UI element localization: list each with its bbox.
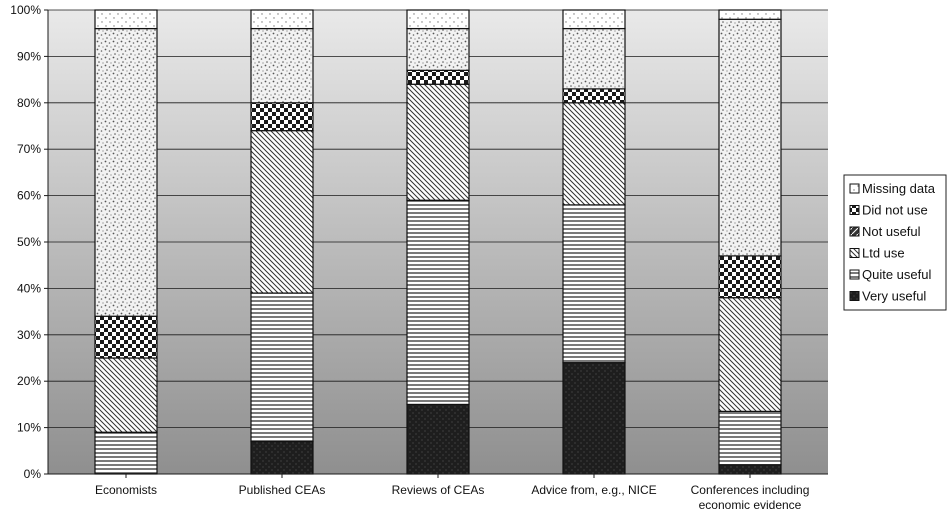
axes: 0% 10% 20% 30% 40% 50% 60% 70% 80% 90% 100% Economi…: [10, 3, 828, 512]
bar-segment: [250, 440, 314, 475]
bar-segment: [562, 102, 626, 206]
bar-segment: [250, 27, 314, 104]
bar-segment: [406, 9, 470, 30]
legend-swatch: [849, 291, 860, 301]
x-tick-label: Conferences including economic evidence: [691, 483, 810, 512]
bar-segment: [250, 130, 314, 294]
legend: Missing data Did not use Not useful Ltd use…: [843, 174, 947, 311]
bar-segment: [718, 410, 782, 466]
y-tick-label: 40%: [17, 281, 41, 295]
y-tick-label: 60%: [17, 189, 41, 203]
legend-swatch: [849, 269, 860, 280]
legend-label: Very useful: [862, 289, 926, 304]
y-tick-label: 10%: [17, 421, 41, 435]
bar-segment: [94, 357, 158, 433]
bar-segment: [562, 204, 626, 364]
bar-segment: [406, 199, 470, 406]
y-tick-label: 90%: [17, 49, 41, 63]
x-tick-label: Reviews of CEAs: [392, 483, 485, 497]
y-tick-label: 30%: [17, 328, 41, 342]
legend-box: [843, 174, 947, 311]
legend-label: Quite useful: [862, 267, 931, 282]
bar-segment: [94, 431, 158, 475]
legend-label: Missing data: [862, 181, 936, 196]
y-tick-label: 80%: [17, 96, 41, 110]
legend-label: Not useful: [862, 224, 921, 239]
bars: [94, 9, 782, 475]
legend-label: Ltd use: [862, 246, 905, 261]
bar-segment: [562, 9, 626, 30]
bar-segment: [718, 9, 782, 20]
x-tick-label: Published CEAs: [239, 483, 326, 497]
legend-swatch: [849, 183, 860, 194]
legend-swatch: [849, 248, 860, 258]
bar-segment: [94, 9, 158, 30]
bar-segment: [250, 102, 314, 132]
bar-segment: [406, 69, 470, 85]
y-tick-label: 100%: [10, 3, 41, 17]
legend-label: Did not use: [862, 203, 928, 218]
bar-segment: [406, 27, 470, 71]
bar-segment: [406, 403, 470, 475]
bar-segment: [562, 27, 626, 90]
bar-segment: [94, 27, 158, 317]
bar-segment: [406, 83, 470, 201]
bar-segment: [718, 255, 782, 299]
bar-segment: [718, 18, 782, 257]
bar-segment: [562, 362, 626, 475]
bar-segment: [250, 292, 314, 443]
bar-segment: [562, 88, 626, 104]
y-tick-label: 70%: [17, 142, 41, 156]
y-tick-label: 50%: [17, 235, 41, 249]
y-tick-label: 0%: [24, 467, 42, 481]
bar-segment: [94, 315, 158, 359]
x-tick-label: Economists: [95, 483, 157, 497]
legend-swatch: [849, 226, 860, 237]
bar-segment: [718, 297, 782, 412]
y-tick-label: 20%: [17, 374, 41, 388]
bar-segment: [250, 9, 314, 30]
x-tick-label: Advice from, e.g., NICE: [531, 483, 656, 497]
legend-swatch: [849, 205, 860, 215]
bar-segment: [718, 464, 782, 475]
